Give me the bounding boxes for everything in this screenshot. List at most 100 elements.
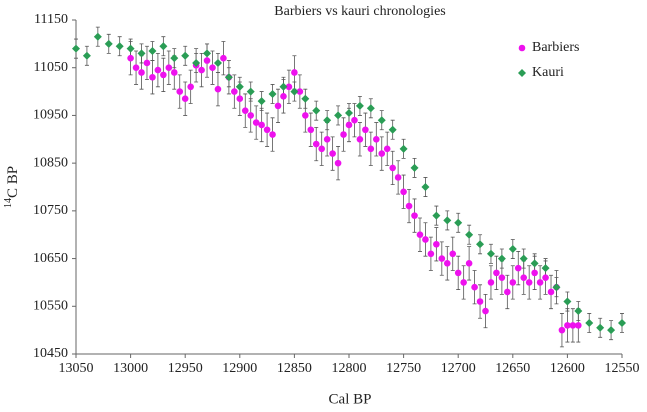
x-tick-label: 12750 bbox=[386, 361, 421, 376]
point bbox=[438, 255, 446, 262]
point bbox=[220, 54, 227, 62]
point bbox=[115, 42, 124, 51]
point bbox=[257, 97, 266, 106]
point bbox=[596, 323, 605, 332]
point bbox=[410, 163, 419, 172]
y-tick-label: 11050 bbox=[34, 60, 68, 75]
point bbox=[618, 318, 626, 327]
point bbox=[400, 188, 407, 196]
point bbox=[279, 82, 288, 91]
x-tick-label: 12550 bbox=[605, 361, 640, 376]
point bbox=[575, 322, 582, 329]
point bbox=[246, 87, 255, 96]
point bbox=[269, 131, 276, 138]
point bbox=[449, 250, 457, 258]
point bbox=[148, 47, 157, 56]
y-label-text: C BP bbox=[5, 166, 21, 198]
point bbox=[307, 126, 315, 134]
point bbox=[290, 87, 299, 96]
point bbox=[247, 112, 255, 119]
point bbox=[268, 89, 277, 98]
point bbox=[165, 64, 173, 72]
point bbox=[508, 245, 517, 254]
point bbox=[231, 88, 238, 95]
point bbox=[525, 279, 533, 286]
point bbox=[476, 298, 484, 305]
x-tick-label: 12950 bbox=[168, 361, 203, 376]
point bbox=[574, 307, 583, 316]
legend-label: Kauri bbox=[532, 65, 564, 80]
point bbox=[394, 174, 402, 181]
point bbox=[340, 131, 347, 138]
y-tick-label: 10450 bbox=[33, 346, 68, 361]
point bbox=[366, 104, 375, 113]
point bbox=[558, 326, 566, 334]
point bbox=[542, 274, 549, 281]
point bbox=[104, 39, 113, 48]
y-label-superscript: 14 bbox=[3, 198, 14, 208]
point bbox=[160, 71, 167, 79]
point bbox=[351, 116, 358, 124]
point bbox=[367, 145, 375, 153]
x-tick-label: 12700 bbox=[441, 361, 476, 376]
legend-marker bbox=[518, 44, 526, 52]
point bbox=[569, 322, 577, 329]
y-tick-label: 10950 bbox=[33, 108, 68, 123]
point bbox=[362, 126, 369, 134]
point bbox=[127, 54, 134, 62]
legend-label: Barbiers bbox=[532, 40, 579, 55]
point bbox=[520, 274, 528, 281]
point bbox=[323, 135, 331, 143]
x-tick-label: 13000 bbox=[113, 361, 148, 376]
point bbox=[291, 69, 298, 76]
x-axis-label: Cal BP bbox=[329, 391, 372, 407]
point bbox=[422, 236, 429, 243]
point bbox=[312, 140, 320, 148]
point bbox=[356, 135, 364, 143]
point bbox=[236, 95, 244, 103]
point bbox=[318, 145, 326, 153]
point bbox=[514, 264, 522, 272]
point bbox=[493, 269, 500, 277]
point bbox=[334, 159, 342, 167]
point bbox=[263, 126, 271, 134]
point bbox=[465, 260, 473, 267]
point bbox=[149, 73, 156, 81]
point bbox=[280, 93, 287, 100]
point bbox=[388, 125, 397, 134]
x-tick-label: 12850 bbox=[277, 361, 312, 376]
y-tick-label: 10650 bbox=[33, 251, 68, 266]
chart-title: Barbiers vs kauri chronologies bbox=[274, 4, 445, 19]
point bbox=[203, 49, 212, 58]
point bbox=[389, 164, 396, 172]
point bbox=[519, 254, 528, 263]
point bbox=[258, 121, 265, 129]
point bbox=[93, 32, 102, 41]
point bbox=[482, 307, 489, 315]
point bbox=[377, 116, 386, 125]
point bbox=[585, 318, 594, 327]
point bbox=[235, 82, 244, 91]
point bbox=[334, 111, 343, 120]
point bbox=[530, 259, 539, 268]
point bbox=[203, 57, 211, 64]
point bbox=[345, 109, 353, 118]
point bbox=[411, 212, 418, 219]
legend-marker bbox=[518, 69, 526, 77]
point bbox=[329, 150, 336, 157]
point bbox=[497, 254, 506, 263]
point bbox=[170, 54, 179, 63]
point bbox=[421, 183, 430, 191]
x-tick-label: 12800 bbox=[332, 361, 367, 376]
point bbox=[563, 297, 572, 306]
point bbox=[143, 59, 151, 67]
y-tick-label: 11150 bbox=[34, 12, 68, 27]
point bbox=[454, 269, 462, 277]
point bbox=[159, 42, 168, 51]
point bbox=[443, 260, 451, 267]
point bbox=[355, 101, 364, 110]
point bbox=[504, 288, 511, 296]
point bbox=[433, 240, 440, 248]
point bbox=[302, 112, 309, 119]
